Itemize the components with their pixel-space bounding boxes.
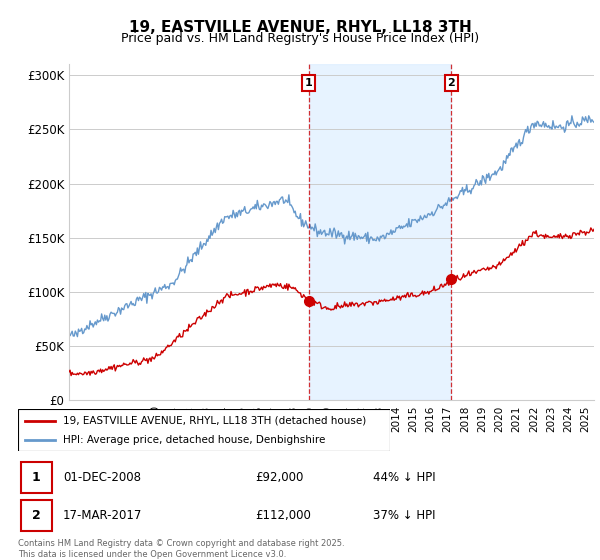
Text: £92,000: £92,000 (255, 471, 303, 484)
Text: Contains HM Land Registry data © Crown copyright and database right 2025.
This d: Contains HM Land Registry data © Crown c… (18, 539, 344, 559)
Text: 19, EASTVILLE AVENUE, RHYL, LL18 3TH: 19, EASTVILLE AVENUE, RHYL, LL18 3TH (128, 20, 472, 35)
FancyBboxPatch shape (21, 462, 52, 493)
Text: 01-DEC-2008: 01-DEC-2008 (63, 471, 141, 484)
Text: £112,000: £112,000 (255, 509, 311, 522)
FancyBboxPatch shape (18, 409, 390, 451)
Bar (308, 64, 451, 400)
Text: 2: 2 (32, 509, 40, 522)
Text: 17-MAR-2017: 17-MAR-2017 (63, 509, 142, 522)
Text: 1: 1 (32, 471, 40, 484)
Text: 44% ↓ HPI: 44% ↓ HPI (373, 471, 436, 484)
Text: 1: 1 (305, 78, 313, 88)
Text: 2: 2 (448, 78, 455, 88)
Text: 37% ↓ HPI: 37% ↓ HPI (373, 509, 436, 522)
Text: 19, EASTVILLE AVENUE, RHYL, LL18 3TH (detached house): 19, EASTVILLE AVENUE, RHYL, LL18 3TH (de… (62, 416, 366, 426)
Text: HPI: Average price, detached house, Denbighshire: HPI: Average price, detached house, Denb… (62, 435, 325, 445)
Text: Price paid vs. HM Land Registry's House Price Index (HPI): Price paid vs. HM Land Registry's House … (121, 32, 479, 45)
FancyBboxPatch shape (21, 500, 52, 531)
